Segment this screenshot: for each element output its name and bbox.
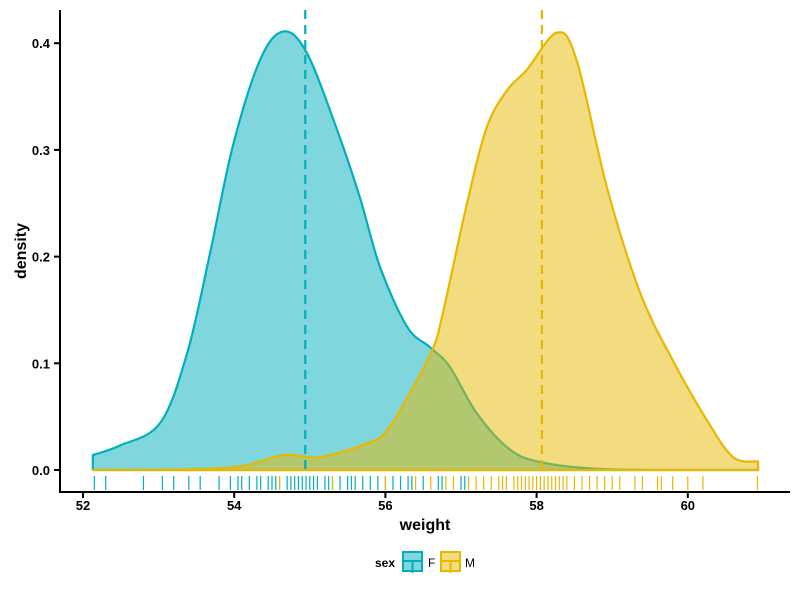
x-axis-label: weight xyxy=(399,517,451,534)
x-tick-label: 58 xyxy=(529,498,543,513)
rug-marks xyxy=(93,476,758,490)
x-tick-label: 54 xyxy=(227,498,242,513)
y-tick-label: 0.3 xyxy=(32,143,50,158)
y-tick-label: 0.0 xyxy=(32,463,50,478)
density-area-m xyxy=(91,31,760,472)
y-tick-label: 0.4 xyxy=(32,36,51,51)
x-ticks: 52 54 56 58 60 xyxy=(76,492,695,513)
x-tick-label: 56 xyxy=(378,498,392,513)
y-ticks: 0.0 0.1 0.2 0.3 0.4 xyxy=(32,36,60,478)
density-areas xyxy=(91,30,760,472)
legend-label-m: M xyxy=(465,556,475,570)
y-tick-label: 0.2 xyxy=(32,250,50,265)
legend-key-f xyxy=(402,551,423,573)
x-tick-label: 52 xyxy=(76,498,90,513)
y-axis-label: density xyxy=(13,223,30,279)
legend-title: sex xyxy=(375,556,395,570)
x-tick-label: 60 xyxy=(681,498,695,513)
mean-lines xyxy=(304,10,543,470)
y-tick-label: 0.1 xyxy=(32,356,50,371)
legend: sex F M xyxy=(375,551,475,573)
legend-label-f: F xyxy=(428,556,435,570)
legend-key-m xyxy=(440,551,461,573)
